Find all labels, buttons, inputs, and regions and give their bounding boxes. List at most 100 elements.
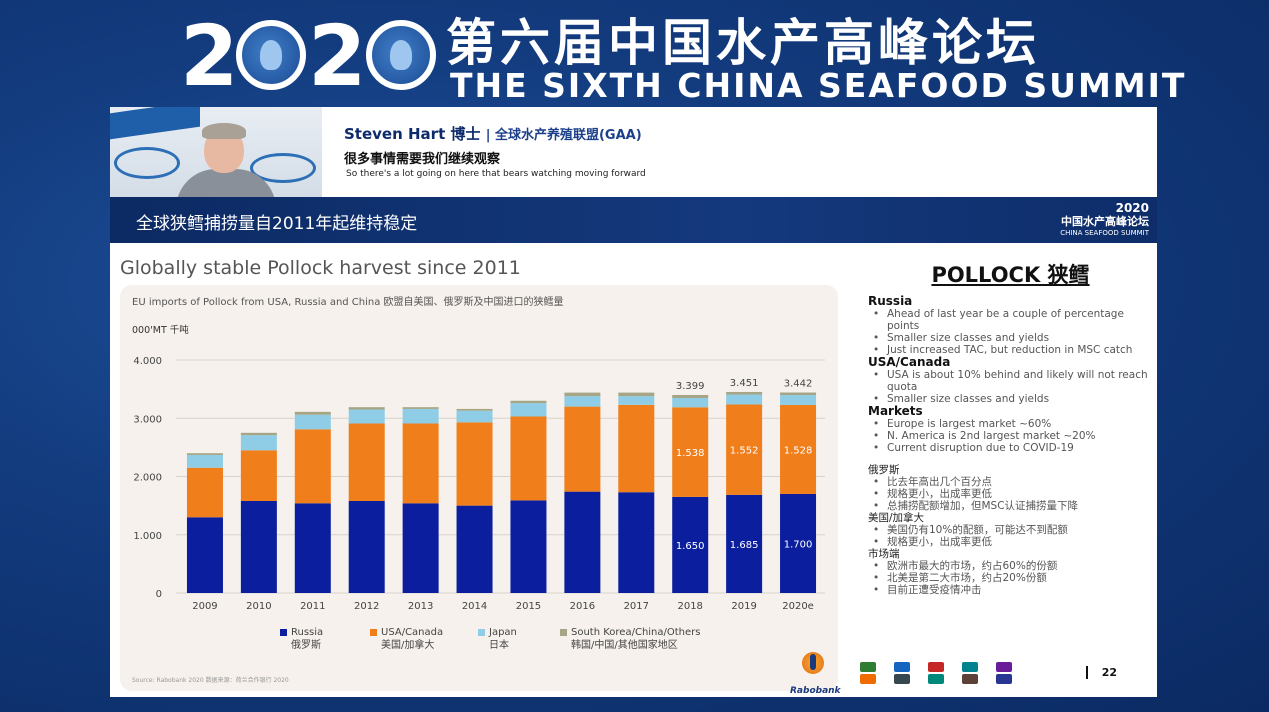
notes-bullet: Current disruption due to COVID-19 — [868, 442, 1153, 454]
summit-banner: 2 2 第六届中国水产高峰论坛 THE SIXTH CHINA SEAFOOD … — [0, 0, 1269, 106]
bar-segment-japan — [564, 396, 601, 407]
notes-bullet: Smaller size classes and yields — [868, 393, 1153, 405]
bar-segment-usa-canada — [510, 416, 547, 501]
bar-segment-russia — [294, 503, 331, 593]
y-tick-label: 0 — [156, 589, 162, 600]
speaker-video — [110, 107, 322, 197]
bar-segment-south-korea-china-others — [240, 432, 277, 436]
legend-label-cn: 美国/加拿大 — [381, 640, 435, 651]
legend-label: Japan — [489, 627, 517, 638]
bar-segment-south-korea-china-others — [186, 453, 223, 455]
bar-segment-japan — [618, 396, 655, 405]
notes-section-heading-cn: 俄罗斯 — [868, 464, 900, 476]
legend-item-japan: Japan 日本 — [478, 626, 517, 652]
bar-segment-russia — [726, 494, 763, 593]
notes-section-heading-cn: 美国/加拿大 — [868, 512, 925, 524]
x-tick-label: 2011 — [300, 601, 325, 612]
notes-bullet-cn: 规格更小，出成率更低 — [868, 536, 1153, 548]
notes-bullet-cn: 北美是第二大市场，约占20%份额 — [868, 572, 1153, 584]
bar-segment-russia — [456, 505, 493, 593]
notes-chinese: 俄罗斯比去年高出几个百分点规格更小，出成率更低总捕捞配额增加，但MSC认证捕捞量… — [868, 464, 1153, 596]
bar-segment-japan — [294, 414, 331, 430]
partner-logo-icon — [928, 674, 944, 684]
x-tick-label: 2020e — [782, 601, 814, 612]
bar-segment-russia — [348, 500, 385, 593]
notes-bullet: N. America is 2nd largest market ~20% — [868, 430, 1153, 442]
legend-item-others: South Korea/China/Others 韩国/中国/其他国家地区 — [560, 626, 720, 652]
x-tick-label: 2017 — [624, 601, 649, 612]
bar-segment-south-korea-china-others — [726, 391, 763, 395]
x-tick-label: 2016 — [570, 601, 595, 612]
year-digit: 2 — [308, 7, 367, 105]
y-tick-label: 4.000 — [133, 356, 162, 367]
legend-item-russia: Russia 俄罗斯 — [280, 626, 323, 652]
bar-segment-russia — [672, 496, 709, 593]
bar-total-label: 3.442 — [784, 379, 813, 390]
slide-title: Globally stable Pollock harvest since 20… — [120, 257, 521, 279]
speaker-name: Steven Hart 博士 | 全球水产养殖联盟(GAA) — [344, 123, 642, 144]
bar-inner-label: 1.552 — [730, 446, 759, 457]
legend-label-cn: 俄罗斯 — [291, 640, 321, 651]
pollock-notes: POLLOCK 狭鳕 RussiaAhead of last year be a… — [868, 259, 1153, 596]
notes-section-heading: Russia — [868, 294, 913, 308]
partner-logo-icon — [962, 674, 978, 684]
bar-segment-japan — [672, 397, 709, 408]
notes-title: POLLOCK 狭鳕 — [931, 263, 1090, 287]
bar-total-label: 3.451 — [730, 378, 759, 389]
year-digit: 2 — [180, 7, 239, 105]
y-tick-label: 3.000 — [133, 414, 162, 425]
partner-logo-icon — [894, 662, 910, 672]
chart-legend: Russia 俄罗斯 USA/Canada 美国/加拿大 Japan 日本 So… — [280, 626, 800, 666]
notes-bullet-cn: 总捕捞配额增加，但MSC认证捕捞量下降 — [868, 500, 1153, 512]
presentation-slide: Steven Hart 博士 | 全球水产养殖联盟(GAA) 很多事情需要我们继… — [110, 107, 1157, 697]
bar-segment-russia — [510, 500, 547, 593]
bar-inner-label: 1.700 — [784, 539, 813, 550]
bar-segment-russia — [186, 517, 223, 593]
summit-title-cn: 第六届中国水产高峰论坛 — [446, 14, 1040, 72]
notes-bullet: Europe is largest market ~60% — [868, 418, 1153, 430]
legend-label-cn: 韩国/中国/其他国家地区 — [571, 640, 678, 651]
legend-label-cn: 日本 — [489, 640, 509, 651]
legend-item-usa-canada: USA/Canada 美国/加拿大 — [370, 626, 443, 652]
bar-inner-label: 1.685 — [730, 540, 759, 551]
bar-segment-south-korea-china-others — [510, 400, 547, 404]
bar-segment-south-korea-china-others — [348, 407, 385, 410]
notes-section-heading: Markets — [868, 404, 923, 418]
stacked-bar-chart: 0 1.000 2.000 3.000 4.000 2009 2010 2011 2012 201… — [133, 356, 825, 612]
bar-segment-usa-canada — [618, 404, 655, 493]
x-tick-label: 2018 — [677, 601, 702, 612]
partner-logos — [860, 662, 1080, 684]
bar-segment-south-korea-china-others — [780, 392, 817, 396]
bar-segment-russia — [564, 491, 601, 593]
bar-segment-russia — [402, 503, 439, 593]
notes-bullet: Just increased TAC, but reduction in MSC… — [868, 344, 1153, 356]
bar-segment-usa-canada — [240, 450, 277, 501]
bar-segment-usa-canada — [294, 429, 331, 504]
bar-segment-japan — [780, 395, 817, 405]
x-tick-label: 2015 — [516, 601, 541, 612]
page-number: 22 — [1085, 666, 1117, 679]
year-logo: 2 2 — [180, 8, 440, 104]
speaker-avatar — [170, 121, 280, 197]
bar-segment-japan — [348, 409, 385, 424]
legend-swatch — [370, 628, 377, 636]
bar-segment-usa-canada — [726, 404, 763, 495]
chart-y-unit: 000'MT 千吨 — [132, 325, 189, 336]
notes-bullet-cn: 规格更小，出成率更低 — [868, 488, 1153, 500]
bar-segment-usa-canada — [348, 423, 385, 501]
bar-inner-label: 1.528 — [784, 445, 813, 456]
slide-heading-cn: 全球狭鳕捕捞量自2011年起维持稳定 — [136, 214, 418, 234]
legend-swatch — [478, 628, 485, 636]
slide-heading-bar: 全球狭鳕捕捞量自2011年起维持稳定 2020 中国水产高峰论坛 CHINA S… — [110, 197, 1157, 243]
legend-label: South Korea/China/Others — [571, 627, 701, 638]
bar-segment-japan — [402, 408, 439, 424]
rabobank-logo: Rabobank — [790, 652, 841, 696]
x-tick-label: 2009 — [192, 601, 217, 612]
bar-segment-russia — [240, 500, 277, 593]
legend-label: Russia — [291, 627, 324, 638]
rabobank-figure-icon — [810, 654, 816, 670]
partner-logo-icon — [996, 674, 1012, 684]
pool-graphic — [250, 153, 316, 183]
partner-logo-icon — [860, 662, 876, 672]
bar-segment-usa-canada — [186, 467, 223, 518]
